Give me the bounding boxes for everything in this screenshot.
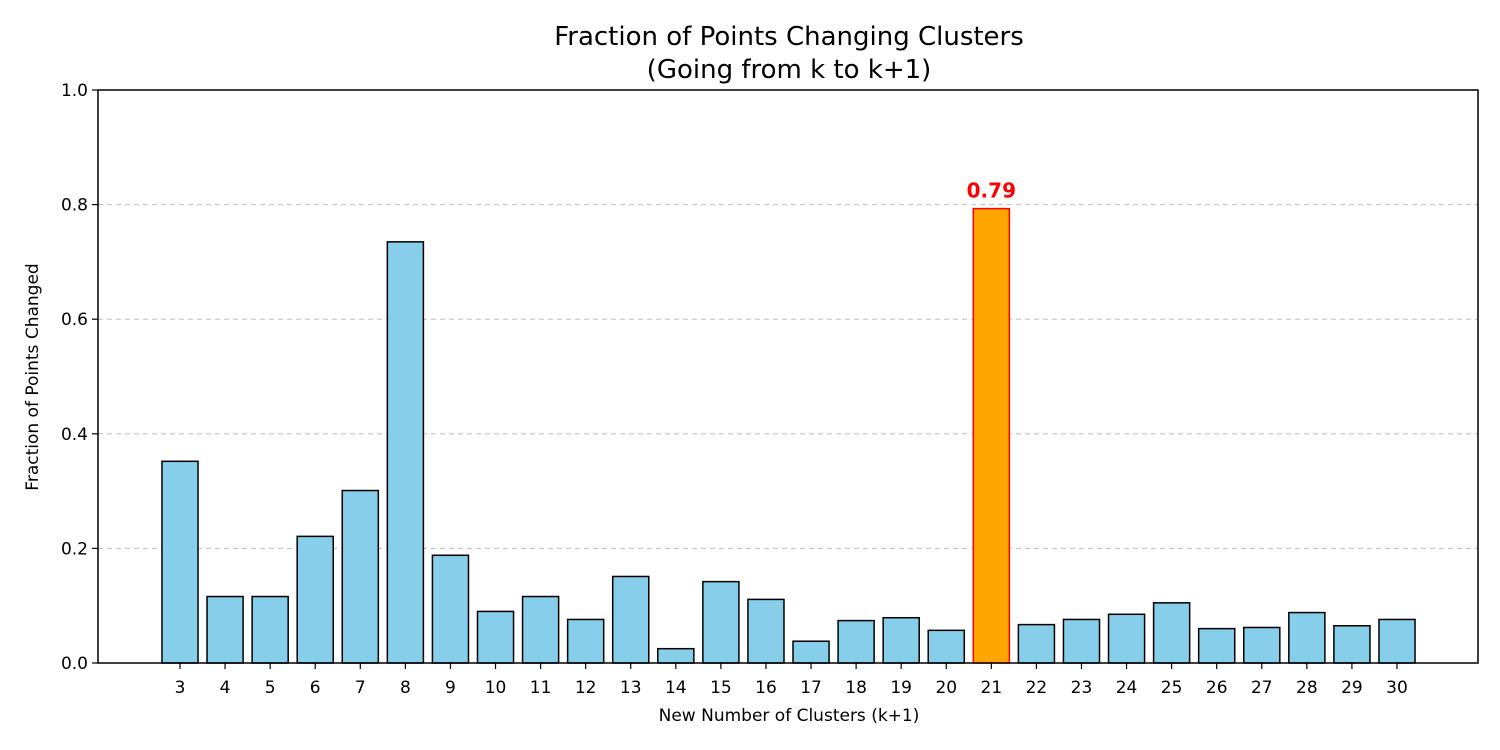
bar-19 [882,616,920,664]
y-tick-label: 0.0 [61,654,88,674]
x-tick-label: 21 [981,678,1003,698]
x-tick-label: 22 [1026,678,1048,698]
x-tick-label: 3 [175,678,186,698]
x-tick-label: 8 [400,678,411,698]
bars [161,207,1416,664]
x-tick-label: 27 [1251,678,1273,698]
bar-12 [566,618,605,664]
x-tick-label: 16 [755,678,777,698]
x-tick-label: 14 [665,678,687,698]
y-tick-label: 1.0 [61,81,88,101]
x-tick-label: 30 [1386,678,1408,698]
bar-11 [521,595,560,664]
bar-9 [431,554,470,664]
x-tick-label: 13 [620,678,642,698]
bar-27 [1242,626,1281,664]
bar-6 [296,535,335,664]
bar-7 [341,489,380,664]
y-axis-label: Fraction of Points Changed [23,263,43,490]
x-tick-label: 24 [1116,678,1138,698]
bar-20 [927,629,966,664]
bar-23 [1062,618,1101,664]
grid-lines [98,204,1478,549]
y-tick-label: 0.2 [61,539,88,559]
x-tick-label: 29 [1341,678,1363,698]
bar-4 [206,595,244,664]
y-axis-ticks: 0.0 0.2 0.4 0.6 0.8 1.0 [61,81,98,674]
x-tick-label: 18 [845,678,867,698]
bar-8 [386,241,425,664]
chart-title-line-1: Fraction of Points Changing Clusters [554,22,1024,52]
bar-24 [1107,613,1146,664]
x-tick-label: 15 [710,678,732,698]
bar-17 [792,640,830,664]
plot-frame [97,89,1479,664]
bar-5 [251,595,289,664]
x-axis-label: New Number of Clusters (k+1) [659,706,920,726]
x-tick-label: 5 [265,678,276,698]
x-tick-label: 6 [310,678,321,698]
bar-30 [1378,618,1416,664]
bar-18 [837,619,875,664]
annotations: 0.79 [967,179,1016,203]
bar-14 [657,647,695,664]
bar-25 [1152,602,1191,664]
bar-13 [611,575,650,664]
x-tick-label: 11 [530,678,552,698]
bar-22 [1017,623,1056,664]
x-tick-label: 9 [445,678,456,698]
x-tick-label: 20 [935,678,957,698]
x-tick-label: 19 [890,678,912,698]
y-tick-label: 0.8 [61,196,88,216]
bar-10 [476,610,515,664]
bar-28 [1288,611,1326,664]
x-tick-label: 17 [800,678,822,698]
x-tick-label: 23 [1071,678,1093,698]
bar-26 [1197,627,1236,664]
x-tick-label: 12 [575,678,597,698]
bar-3 [161,460,199,664]
x-tick-label: 26 [1206,678,1228,698]
chart-title-line-2: (Going from k to k+1) [647,55,932,85]
x-tick-label: 28 [1296,678,1318,698]
x-tick-label: 4 [220,678,231,698]
x-tick-label: 25 [1161,678,1183,698]
x-tick-label: 7 [355,678,366,698]
highlight-value-label: 0.79 [967,179,1016,203]
y-tick-label: 0.6 [61,310,88,330]
y-tick-label: 0.4 [61,425,88,445]
bar-16 [747,598,785,664]
bar-21 [972,207,1011,664]
x-tick-label: 10 [485,678,507,698]
bar-15 [702,580,740,664]
x-axis-ticks: 3 4 5 6 7 8 9 10 11 12 13 14 15 16 17 18 19 20 21 22 23 24 25 2… [175,663,1408,698]
bar-29 [1333,625,1371,664]
